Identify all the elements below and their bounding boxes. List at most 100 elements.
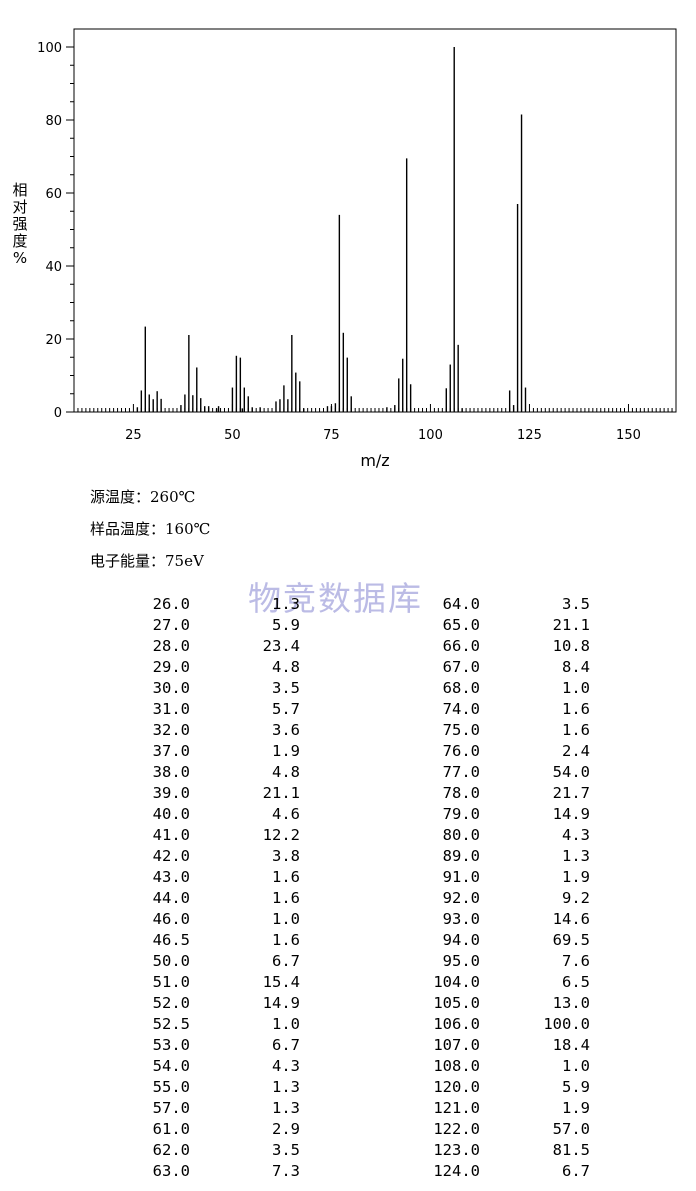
peak-row: 46.0 1.0 (0, 909, 320, 930)
peak-row: 44.0 1.6 (0, 888, 320, 909)
mz-value: 50.0 (152, 952, 190, 970)
mz-value: 57.0 (152, 1099, 190, 1117)
abundance-value: 3.5 (272, 679, 300, 697)
mz-value: 68.0 (442, 679, 480, 697)
mz-value: 106.0 (433, 1015, 480, 1033)
peak-row: 121.0 1.9 (0, 1098, 620, 1119)
abundance-value: 5.9 (562, 1078, 590, 1096)
abundance-value: 7.6 (562, 952, 590, 970)
peak-row: 67.0 8.4 (0, 657, 620, 678)
mz-value: 32.0 (152, 721, 190, 739)
y-tick-label: 20 (45, 333, 62, 348)
mz-value: 38.0 (152, 763, 190, 781)
mz-value: 55.0 (152, 1078, 190, 1096)
mz-value: 65.0 (442, 616, 480, 634)
mz-value: 77.0 (442, 763, 480, 781)
abundance-value: 6.7 (272, 952, 300, 970)
mz-value: 121.0 (433, 1099, 480, 1117)
mz-value: 93.0 (442, 910, 480, 928)
peak-row: 39.0 21.1 (0, 783, 320, 804)
abundance-value: 12.2 (262, 826, 300, 844)
abundance-value: 6.5 (562, 973, 590, 991)
abundance-value: 14.6 (552, 910, 590, 928)
peak-row: 105.0 13.0 (0, 993, 620, 1014)
peak-row: 94.0 69.5 (0, 930, 620, 951)
peak-row: 93.0 14.6 (0, 909, 620, 930)
mz-value: 75.0 (442, 721, 480, 739)
mz-value: 41.0 (152, 826, 190, 844)
mz-value: 31.0 (152, 700, 190, 718)
abundance-value: 2.4 (562, 742, 590, 760)
abundance-value: 1.0 (562, 679, 590, 697)
abundance-value: 14.9 (262, 994, 300, 1012)
abundance-value: 21.1 (552, 616, 590, 634)
abundance-value: 8.4 (562, 658, 590, 676)
abundance-value: 100.0 (543, 1015, 590, 1033)
abundance-value: 6.7 (562, 1162, 590, 1180)
mz-value: 91.0 (442, 868, 480, 886)
abundance-value: 1.0 (272, 1015, 300, 1033)
x-tick-label: 50 (224, 428, 241, 443)
peak-row: 78.0 21.7 (0, 783, 620, 804)
abundance-value: 2.9 (272, 1120, 300, 1138)
watermark: 物竞数据库 (248, 579, 423, 618)
mz-value: 30.0 (152, 679, 190, 697)
abundance-value: 69.5 (552, 931, 590, 949)
peak-row: 46.5 1.6 (0, 930, 320, 951)
y-tick-label: 40 (45, 260, 62, 275)
peak-row: 29.0 4.8 (0, 657, 320, 678)
x-tick-label: 150 (616, 428, 641, 443)
mz-value: 108.0 (433, 1057, 480, 1075)
abundance-value: 14.9 (552, 805, 590, 823)
mz-value: 39.0 (152, 784, 190, 802)
peak-row: 40.0 4.6 (0, 804, 320, 825)
peak-row: 62.0 3.5 (0, 1140, 320, 1161)
abundance-value: 21.1 (262, 784, 300, 802)
mz-value: 79.0 (442, 805, 480, 823)
abundance-value: 1.9 (562, 1099, 590, 1117)
mz-value: 92.0 (442, 889, 480, 907)
y-tick-label: 60 (45, 187, 62, 202)
x-tick-label: 75 (323, 428, 340, 443)
mz-value: 104.0 (433, 973, 480, 991)
mz-value: 61.0 (152, 1120, 190, 1138)
mz-value: 26.0 (152, 595, 190, 613)
mz-value: 105.0 (433, 994, 480, 1012)
y-axis-label-char: % (12, 249, 28, 267)
peak-row: 68.0 1.0 (0, 678, 620, 699)
peak-row: 89.0 1.3 (0, 846, 620, 867)
mz-value: 64.0 (442, 595, 480, 613)
mz-value: 67.0 (442, 658, 480, 676)
mz-value: 78.0 (442, 784, 480, 802)
abundance-value: 57.0 (552, 1120, 590, 1138)
abundance-value: 4.8 (272, 763, 300, 781)
peak-row: 57.0 1.3 (0, 1098, 320, 1119)
peak-row: 28.0 23.4 (0, 636, 320, 657)
peak-row: 51.0 15.4 (0, 972, 320, 993)
mz-value: 107.0 (433, 1036, 480, 1054)
peak-row: 123.0 81.5 (0, 1140, 620, 1161)
mz-value: 52.5 (152, 1015, 190, 1033)
peak-row: 79.0 14.9 (0, 804, 620, 825)
peak-row: 53.0 6.7 (0, 1035, 320, 1056)
peak-row: 108.0 1.0 (0, 1056, 620, 1077)
mz-value: 120.0 (433, 1078, 480, 1096)
peak-row: 106.0 100.0 (0, 1014, 620, 1035)
abundance-value: 7.3 (272, 1162, 300, 1180)
abundance-value: 3.5 (272, 1141, 300, 1159)
y-tick-label: 100 (37, 41, 62, 56)
x-tick-label: 125 (517, 428, 542, 443)
mz-value: 27.0 (152, 616, 190, 634)
peak-row: 50.0 6.7 (0, 951, 320, 972)
x-axis-ticks: 25 50 75 100 125 150 (77, 404, 673, 443)
x-tick-label: 25 (125, 428, 142, 443)
mz-value: 94.0 (442, 931, 480, 949)
peak-row: 30.0 3.5 (0, 678, 320, 699)
mz-value: 52.0 (152, 994, 190, 1012)
abundance-value: 81.5 (552, 1141, 590, 1159)
y-axis-label-char: 强 (12, 215, 28, 233)
abundance-value: 18.4 (552, 1036, 590, 1054)
peak-row: 43.0 1.6 (0, 867, 320, 888)
mz-value: 80.0 (442, 826, 480, 844)
y-tick-label: 80 (45, 114, 62, 129)
